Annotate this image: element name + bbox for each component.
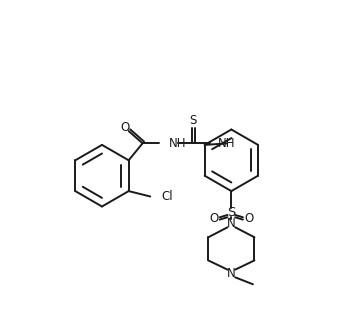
Text: S: S — [190, 114, 197, 127]
Text: O: O — [120, 121, 129, 134]
Text: Cl: Cl — [161, 190, 172, 203]
Text: N: N — [227, 267, 236, 280]
Text: NH: NH — [218, 137, 236, 150]
Text: S: S — [227, 206, 236, 219]
Text: N: N — [227, 217, 236, 230]
Text: NH: NH — [169, 137, 186, 150]
Text: O: O — [209, 212, 218, 225]
Text: O: O — [244, 212, 254, 225]
